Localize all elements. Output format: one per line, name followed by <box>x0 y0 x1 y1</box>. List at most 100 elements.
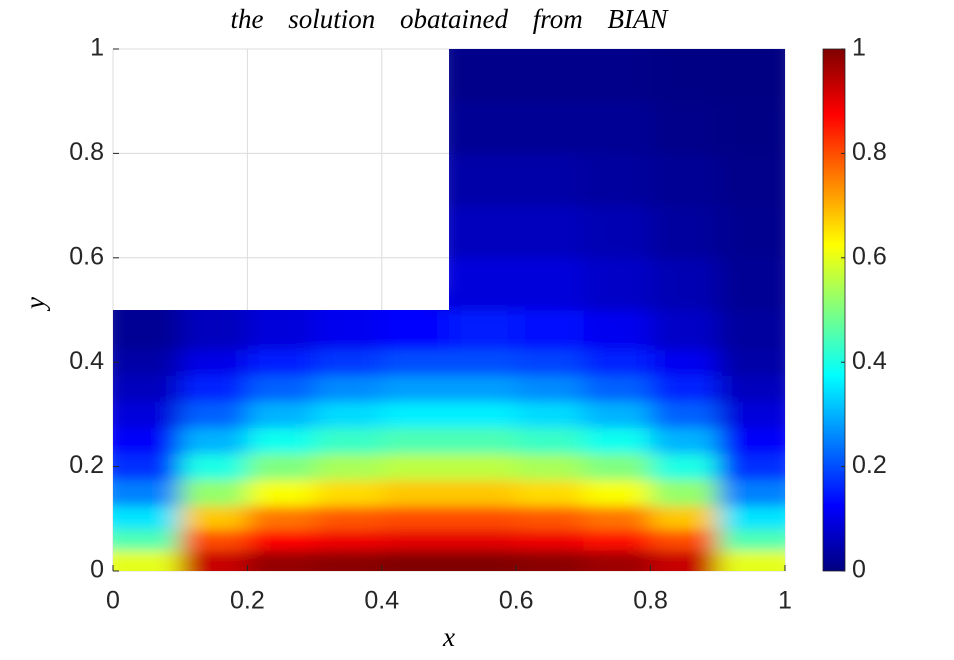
heatmap-cell <box>583 479 652 507</box>
heatmap-cell <box>717 401 785 428</box>
colorbar-tick-label: 0.2 <box>852 451 887 479</box>
heatmap-cell <box>449 349 517 376</box>
heatmap-cell <box>650 453 719 481</box>
heatmap-cell <box>314 505 383 530</box>
heatmap-cell <box>516 529 584 551</box>
heatmap-cell <box>516 310 584 350</box>
heatmap-cell <box>180 529 248 551</box>
heatmap-cell <box>247 349 316 376</box>
heatmap-cell <box>516 257 584 311</box>
heatmap-cell <box>583 505 652 530</box>
x-tick-label: 0.6 <box>499 587 534 615</box>
x-tick-label: 0.2 <box>230 587 265 615</box>
heatmap-cell <box>717 529 785 551</box>
heatmap-cell <box>180 349 248 376</box>
heatmap-cell <box>583 375 652 402</box>
heatmap-cell <box>516 349 584 376</box>
heatmap-cell <box>113 529 181 551</box>
heatmap-cell <box>650 479 719 507</box>
heatmap-cell <box>113 292 181 350</box>
heatmap-cell <box>113 550 181 571</box>
y-axis-label: y <box>20 297 50 312</box>
heatmap-cell <box>113 479 181 507</box>
heatmap-cell <box>583 153 652 207</box>
heatmap-cell <box>650 310 719 350</box>
heatmap-cell <box>583 101 652 154</box>
heatmap-cell <box>516 427 584 455</box>
y-tick-label: 0.2 <box>69 451 104 479</box>
heatmap-cell <box>650 349 719 376</box>
heatmap-cell <box>314 550 383 571</box>
heatmap-cell <box>431 49 517 102</box>
heatmap-cell <box>583 453 652 481</box>
heatmap-cell <box>583 401 652 428</box>
heatmap-cell <box>113 453 181 481</box>
colorbar-tick-label: 0 <box>852 556 866 584</box>
heatmap-cell <box>650 49 719 102</box>
heatmap-cell <box>717 101 785 154</box>
x-tick-label: 0.4 <box>364 587 399 615</box>
heatmap-cell <box>516 153 584 207</box>
heatmap-cells <box>113 49 785 571</box>
heatmap-cell <box>247 550 316 571</box>
heatmap-cell <box>650 153 719 207</box>
chart-title: the solution obatained from BIAN <box>231 4 670 34</box>
heatmap-cell <box>180 292 248 350</box>
heatmap-cell <box>583 257 652 311</box>
heatmap-cell <box>247 505 316 530</box>
heatmap-cell <box>381 529 450 551</box>
x-axis-label: x <box>442 622 455 652</box>
heatmap-cell <box>449 529 517 551</box>
heatmap-cell <box>650 401 719 428</box>
y-tick-label: 0 <box>90 556 104 584</box>
heatmap-cell <box>180 479 248 507</box>
heatmap-cell <box>247 401 316 428</box>
heatmap-cell <box>381 349 450 376</box>
heatmap-cell <box>431 153 517 207</box>
heatmap-cell <box>381 479 450 507</box>
heatmap-cell <box>717 375 785 402</box>
x-tick-label: 0.8 <box>633 587 668 615</box>
y-tick-label: 0.8 <box>69 138 104 166</box>
heatmap-cell <box>381 505 450 530</box>
heatmap-cell <box>247 529 316 551</box>
heatmap-cell <box>583 310 652 350</box>
heatmap-cell <box>516 205 584 259</box>
heatmap-cell <box>717 205 785 259</box>
x-tick-label: 1 <box>778 587 792 615</box>
heatmap-cell <box>180 427 248 455</box>
heatmap-cell <box>180 453 248 481</box>
heatmap-cell <box>314 529 383 551</box>
heatmap-cell <box>650 550 719 571</box>
colorbar-tick-label: 0.6 <box>852 242 887 270</box>
heatmap-cell <box>314 349 383 376</box>
heatmap-cell <box>583 529 652 551</box>
heatmap-cell <box>247 427 316 455</box>
heatmap-cell <box>381 401 450 428</box>
heatmap-cell <box>449 550 517 571</box>
heatmap-cell <box>717 49 785 102</box>
heatmap-cell <box>650 505 719 530</box>
y-tick-label: 1 <box>90 34 104 62</box>
heatmap-cell <box>717 453 785 481</box>
heatmap-cell <box>717 479 785 507</box>
heatmap-cell <box>247 479 316 507</box>
heatmap-cell <box>717 505 785 530</box>
heatmap-cell <box>180 550 248 571</box>
heatmap-cell <box>583 49 652 102</box>
heatmap-cell <box>381 427 450 455</box>
heatmap-cell <box>717 153 785 207</box>
heatmap-cell <box>717 349 785 376</box>
heatmap-cell <box>180 375 248 402</box>
colorbar <box>822 48 846 572</box>
heatmap-cell <box>583 349 652 376</box>
heatmap <box>113 49 785 571</box>
heatmap-cell <box>650 101 719 154</box>
heatmap-cell <box>449 505 517 530</box>
heatmap-cell <box>717 257 785 311</box>
heatmap-cell <box>717 550 785 571</box>
heatmap-cell <box>113 505 181 530</box>
heatmap-cell <box>247 453 316 481</box>
